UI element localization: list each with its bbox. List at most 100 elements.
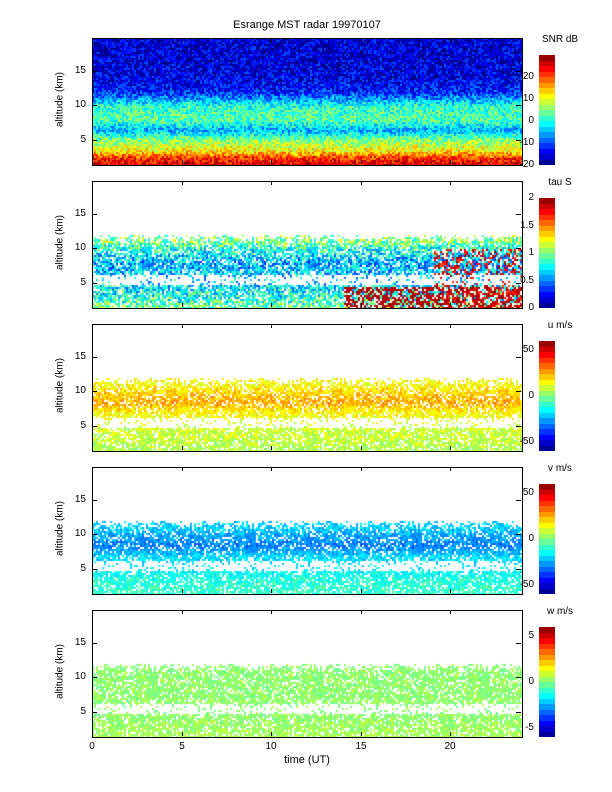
colorbar-swatch: [539, 533, 555, 539]
y-tick-mark: [92, 70, 97, 72]
y-tick-mark: [92, 248, 97, 250]
x-tick-mark: [181, 38, 183, 42]
x-tick-label: 0: [89, 741, 95, 752]
x-tick-mark: [181, 181, 183, 185]
x-tick-mark: [271, 38, 273, 42]
x-tick-mark: [181, 732, 183, 736]
colorbar: [539, 55, 555, 165]
colorbar-swatch: [539, 88, 555, 94]
x-tick-mark: [271, 589, 273, 593]
colorbar-swatch: [539, 258, 555, 264]
y-tick-label: 5: [80, 277, 86, 289]
x-tick-mark: [271, 160, 273, 164]
colorbar-swatch: [539, 665, 555, 671]
x-tick-mark: [92, 467, 93, 471]
colorbar-swatch: [539, 731, 555, 737]
y-axis-label: altitude (km): [54, 644, 66, 700]
colorbar-swatch: [539, 159, 555, 165]
y-axis-label: altitude (km): [54, 215, 66, 271]
y-tick-label: 5: [80, 706, 86, 718]
x-tick-mark: [271, 610, 273, 614]
colorbar-swatch: [539, 291, 555, 297]
y-tick-mark: [92, 391, 97, 393]
colorbar-tick-label: 0: [528, 302, 534, 313]
colorbar-swatch: [539, 148, 555, 154]
y-tick-mark: [516, 70, 521, 72]
x-tick-mark: [92, 732, 93, 736]
y-tick-mark: [516, 213, 521, 215]
colorbar-swatch: [539, 302, 555, 308]
heatmap-cells: [92, 324, 522, 451]
x-tick-mark: [360, 181, 362, 185]
colorbar-swatch: [539, 412, 555, 418]
colorbar-swatch: [539, 440, 555, 446]
x-tick-mark: [181, 446, 183, 450]
y-tick-mark: [92, 105, 97, 107]
colorbar-swatch: [539, 379, 555, 385]
y-axis-label: altitude (km): [54, 358, 66, 414]
colorbar-tick-label: -50: [519, 435, 534, 447]
y-tick-mark: [516, 712, 521, 714]
colorbar-tick-label: -50: [519, 578, 534, 590]
colorbar-title: tau S: [548, 177, 572, 188]
colorbar-swatch: [539, 550, 555, 556]
colorbar-swatch: [539, 60, 555, 66]
colorbar-swatch: [539, 82, 555, 88]
y-tick-mark: [92, 356, 97, 358]
x-tick-mark: [360, 303, 362, 307]
y-tick-label: 15: [74, 636, 86, 648]
colorbar-swatch: [539, 544, 555, 550]
y-tick-mark: [516, 677, 521, 679]
x-tick-mark: [360, 324, 362, 328]
y-tick-mark: [516, 499, 521, 501]
colorbar-swatch: [539, 137, 555, 143]
x-tick-mark: [450, 303, 452, 307]
colorbar-swatch: [539, 55, 555, 61]
heatmap-cells: [92, 467, 522, 594]
colorbar-swatch: [539, 687, 555, 693]
panel-3: altitude (km) 5 10 15: [55, 324, 523, 452]
colorbar-swatch: [539, 357, 555, 363]
x-tick-mark: [181, 589, 183, 593]
panel-4: altitude (km) 5 10 15: [55, 467, 523, 595]
x-tick-mark: [271, 303, 273, 307]
colorbar-swatch: [539, 396, 555, 402]
colorbar-swatch: [539, 484, 555, 490]
colorbar-swatch: [539, 517, 555, 523]
colorbar-swatch: [539, 77, 555, 83]
x-tick-mark: [271, 324, 273, 328]
colorbar-swatch: [539, 352, 555, 358]
colorbar-swatch: [539, 528, 555, 534]
colorbar-tick-label: 1.5: [520, 219, 534, 231]
y-tick-label: 15: [74, 64, 86, 76]
y-tick-mark: [92, 642, 97, 644]
x-tick-mark: [360, 38, 362, 42]
x-tick-mark: [450, 589, 452, 593]
colorbar-swatch: [539, 390, 555, 396]
x-tick-mark: [450, 324, 452, 328]
y-tick-mark: [516, 534, 521, 536]
panel-2: altitude (km) 5 10 15: [55, 181, 523, 309]
colorbar-swatch: [539, 115, 555, 121]
colorbar-swatch: [539, 264, 555, 270]
x-tick-mark: [450, 38, 452, 42]
colorbar-swatch: [539, 93, 555, 99]
x-tick-mark: [360, 467, 362, 471]
x-tick-mark: [271, 732, 273, 736]
colorbar-swatch: [539, 572, 555, 578]
x-tick-mark: [92, 38, 93, 42]
colorbar-tick-label: 0: [528, 676, 534, 687]
x-tick-mark: [450, 467, 452, 471]
heatmap-cells: [92, 38, 522, 165]
colorbar-swatch: [539, 104, 555, 110]
x-tick-label: 10: [265, 741, 277, 752]
x-tick-mark: [360, 446, 362, 450]
colorbar-tick-label: 50: [522, 344, 534, 356]
colorbar-swatch: [539, 654, 555, 660]
colorbar-swatch: [539, 676, 555, 682]
y-tick-mark: [516, 642, 521, 644]
colorbar: [539, 484, 555, 594]
colorbar-tick-label: 50: [522, 487, 534, 499]
y-axis-label: altitude (km): [54, 501, 66, 557]
x-tick-mark: [92, 160, 93, 164]
